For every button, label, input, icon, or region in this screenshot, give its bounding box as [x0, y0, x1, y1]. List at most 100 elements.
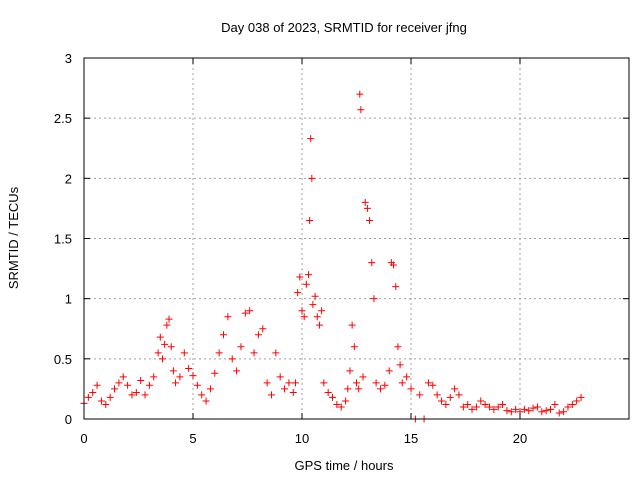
data-point: [424, 379, 432, 387]
data-point: [392, 283, 400, 291]
data-point: [573, 397, 581, 405]
data-point: [355, 385, 363, 393]
data-point: [529, 404, 537, 412]
data-point: [499, 401, 507, 409]
data-point: [93, 381, 101, 389]
data-point: [305, 271, 313, 279]
y-tick-label: 2.5: [54, 111, 72, 126]
data-point: [254, 331, 262, 339]
data-point: [156, 333, 164, 341]
data-point: [396, 361, 404, 369]
data-point: [246, 307, 254, 315]
data-point: [111, 385, 119, 393]
data-point: [285, 379, 293, 387]
data-point: [97, 397, 105, 405]
data-point: [296, 273, 304, 281]
data-point: [455, 391, 463, 399]
data-point: [346, 367, 354, 375]
axis-ticks: [83, 57, 629, 420]
data-point: [300, 313, 308, 321]
data-point: [211, 369, 219, 377]
data-point: [137, 376, 145, 384]
y-tick-label: 2: [65, 171, 72, 186]
data-point: [318, 307, 326, 315]
x-tick-label: 0: [80, 431, 87, 446]
data-point: [361, 198, 369, 206]
data-point: [372, 379, 380, 387]
data-point: [512, 405, 520, 413]
data-point: [206, 385, 214, 393]
data-point: [106, 393, 114, 401]
data-point: [193, 381, 201, 389]
data-point: [169, 367, 177, 375]
data-point: [237, 343, 245, 351]
x-tick-label: 20: [513, 431, 527, 446]
data-point: [363, 204, 371, 212]
data-point: [324, 389, 332, 397]
data-point: [359, 373, 367, 381]
data-point: [163, 321, 171, 329]
data-point: [165, 315, 173, 323]
data-point: [477, 397, 485, 405]
data-point: [438, 397, 446, 405]
data-point: [370, 295, 378, 303]
data-point: [429, 381, 437, 389]
data-point: [306, 216, 314, 224]
data-point: [329, 393, 337, 401]
data-point: [307, 135, 315, 143]
data-point: [224, 313, 232, 321]
data-point: [560, 408, 568, 416]
data-point: [220, 331, 228, 339]
data-point: [161, 340, 169, 348]
y-tick-label: 0.5: [54, 352, 72, 367]
data-point: [180, 349, 188, 357]
data-point: [342, 397, 350, 405]
data-point: [507, 408, 515, 416]
data-point: [468, 405, 476, 413]
data-point: [281, 385, 289, 393]
data-point: [485, 403, 493, 411]
data-point: [145, 381, 153, 389]
data-point: [356, 90, 364, 98]
data-point: [416, 391, 424, 399]
data-point: [547, 405, 555, 413]
data-point: [407, 385, 415, 393]
x-tick-label: 10: [295, 431, 309, 446]
data-point: [84, 393, 92, 401]
gridlines: [84, 58, 629, 419]
data-point: [215, 349, 223, 357]
y-tick-label: 1.5: [54, 232, 72, 247]
data-point: [172, 379, 180, 387]
data-point: [119, 373, 127, 381]
data-point: [451, 385, 459, 393]
data-point: [102, 401, 110, 409]
data-point: [115, 379, 123, 387]
data-point: [446, 393, 454, 401]
data-point: [158, 355, 166, 363]
data-point: [189, 372, 197, 380]
data-point: [551, 401, 559, 409]
data-point: [490, 405, 498, 413]
data-point: [259, 325, 267, 333]
data-point: [385, 367, 393, 375]
data-point: [313, 313, 321, 321]
x-axis-label: GPS time / hours: [295, 458, 394, 473]
data-point: [132, 389, 140, 397]
data-point: [520, 405, 528, 413]
data-point: [348, 321, 356, 329]
data-point: [228, 355, 236, 363]
y-tick-label: 0: [65, 412, 72, 427]
data-point: [309, 301, 317, 309]
data-point: [124, 381, 132, 389]
data-point: [494, 403, 502, 411]
data-point: [368, 259, 376, 267]
data-point: [167, 343, 175, 351]
chart-title: Day 038 of 2023, SRMTID for receiver jfn…: [221, 20, 467, 35]
data-point: [185, 364, 193, 372]
data-point: [320, 379, 328, 387]
data-point: [366, 216, 374, 224]
data-point: [308, 174, 316, 182]
data-point: [298, 307, 306, 315]
data-point: [302, 280, 310, 288]
